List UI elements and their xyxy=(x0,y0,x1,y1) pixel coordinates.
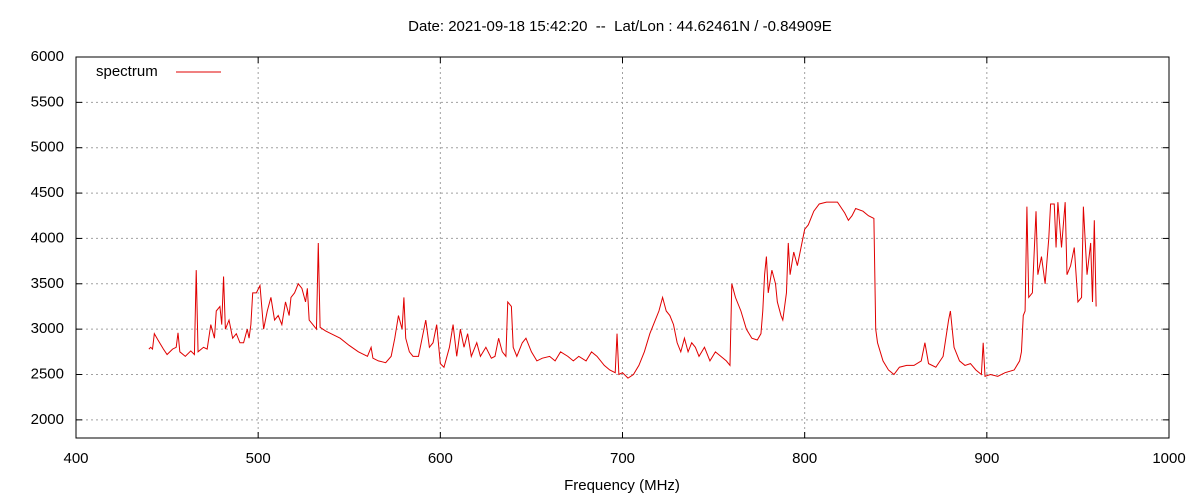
legend-label: spectrum xyxy=(96,63,158,80)
x-tick-label: 700 xyxy=(610,450,635,467)
y-tick-label: 3500 xyxy=(31,275,64,292)
y-tick-label: 3000 xyxy=(31,320,64,337)
x-tick-label: 1000 xyxy=(1152,450,1185,467)
x-tick-label: 400 xyxy=(63,450,88,467)
y-tick-label: 5000 xyxy=(31,139,64,156)
y-tick-label: 4000 xyxy=(31,229,64,246)
x-axis-label: Frequency (MHz) xyxy=(564,477,680,494)
y-tick-label: 6000 xyxy=(31,48,64,65)
spectrum-line xyxy=(148,201,1097,379)
y-tick-label: 4500 xyxy=(31,184,64,201)
x-tick-label: 500 xyxy=(246,450,271,467)
y-tick-label: 2500 xyxy=(31,365,64,382)
x-tick-label: 800 xyxy=(792,450,817,467)
x-tick-label: 600 xyxy=(428,450,453,467)
plot-frame xyxy=(75,56,1170,439)
chart-title: Date: 2021-09-18 15:42:20 -- Lat/Lon : 4… xyxy=(408,18,832,35)
y-tick-label: 5500 xyxy=(31,93,64,110)
x-tick-label: 900 xyxy=(974,450,999,467)
y-tick-label: 2000 xyxy=(31,411,64,428)
